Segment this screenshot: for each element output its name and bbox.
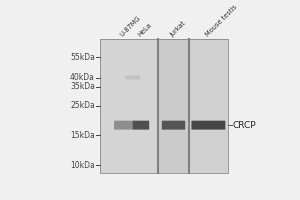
Text: 10kDa: 10kDa: [70, 161, 95, 170]
Text: Jurkat: Jurkat: [169, 20, 187, 38]
Text: 35kDa: 35kDa: [70, 82, 95, 91]
FancyBboxPatch shape: [191, 121, 225, 130]
Text: HeLa: HeLa: [137, 22, 153, 38]
Text: 40kDa: 40kDa: [70, 73, 95, 82]
Text: 15kDa: 15kDa: [70, 131, 95, 140]
Bar: [100, 39, 158, 173]
Text: 55kDa: 55kDa: [70, 53, 95, 62]
FancyBboxPatch shape: [133, 121, 149, 130]
Text: U-87MG: U-87MG: [119, 15, 142, 38]
FancyBboxPatch shape: [162, 121, 185, 130]
Text: Mouse testis: Mouse testis: [204, 4, 238, 38]
FancyBboxPatch shape: [125, 76, 140, 80]
FancyBboxPatch shape: [114, 121, 133, 130]
Text: 25kDa: 25kDa: [70, 101, 95, 110]
Bar: [100, 39, 228, 173]
Bar: [189, 39, 228, 173]
Bar: [158, 39, 189, 173]
Text: CRCP: CRCP: [233, 121, 256, 130]
